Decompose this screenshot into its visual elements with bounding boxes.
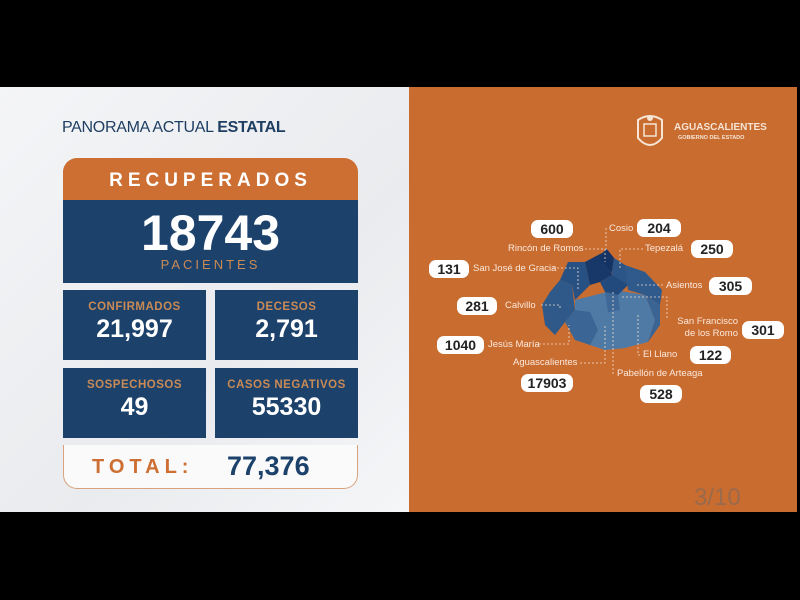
recuperados-card: 18743 PACIENTES [63,200,358,283]
recuperados-unit: PACIENTES [160,257,261,272]
region-san-jose [560,262,590,300]
value-el-llano: 122 [690,346,731,364]
region-cosio [600,248,614,272]
total-value: 77,376 [227,451,310,481]
value-cosio: 204 [637,219,681,237]
confirmados-card: CONFIRMADOS 21,997 [63,290,206,360]
card-value: 2,791 [255,315,318,343]
page-indicator: 3/10 [694,484,741,511]
card-label: SOSPECHOSOS [87,379,182,391]
label-san-francisco: San Francisco de los Romo [677,316,738,339]
negativos-card: CASOS NEGATIVOS 55330 [215,368,358,438]
total-label: TOTAL: [92,456,194,478]
label-pabellon: Pabellón de Arteaga [617,368,703,379]
region-jesus-maria [565,310,598,345]
card-value: 21,997 [96,315,173,343]
region-calvillo [542,280,575,335]
value-san-francisco: 301 [742,321,784,339]
label-el-llano: El Llano [643,349,678,360]
value-asientos: 305 [709,277,752,295]
value-aguascalientes: 17903 [521,374,573,392]
label-aguascalientes: Aguascalientes [513,357,578,368]
page-title: PANORAMA ACTUAL ESTATAL [62,119,286,137]
value-calvillo: 281 [457,297,497,315]
card-value: 49 [120,393,149,421]
government-logo: AGUASCALIENTES GOBIERNO DEL ESTADO [632,112,792,152]
value-rincon-de-romos: 600 [531,220,573,238]
label-cosio: Cosio [609,223,634,234]
logo-sub: GOBIERNO DEL ESTADO [678,135,745,141]
value-pabellon: 528 [640,385,682,403]
card-label: DECESOS [256,301,317,313]
card-value: 55330 [251,393,322,421]
value-tepezala: 250 [691,240,733,258]
title-light: PANORAMA ACTUAL [62,119,218,136]
title-bold: ESTATAL [217,119,286,136]
coat-of-arms-icon [637,115,663,146]
label-calvillo: Calvillo [505,300,536,311]
total-box: TOTAL: 77,376 [63,445,358,489]
recuperados-label: RECUPERADOS [63,158,358,200]
decesos-card: DECESOS 2,791 [215,290,358,360]
region-el-llano [645,295,660,342]
label-jesus-maria: Jesús María [488,339,540,350]
label-tepezala: Tepezalá [645,243,684,254]
region-sfr [605,292,620,312]
card-label: CONFIRMADOS [88,301,181,313]
value-jesus-maria: 1040 [437,336,484,354]
logo-name: AGUASCALIENTES [674,122,767,133]
sospechosos-card: SOSPECHOSOS 49 [63,368,206,438]
region-pabellon [600,275,628,295]
value-san-jose-de-gracia: 131 [429,260,469,278]
leader-lines [539,228,668,374]
recuperados-value: 18743 [140,205,281,261]
label-rincon-de-romos: Rincón de Romos [508,243,584,254]
card-label: CASOS NEGATIVOS [227,379,346,391]
label-asientos: Asientos [666,280,703,291]
region-asientos [625,265,662,305]
label-san-jose-de-gracia: San José de Gracia [473,263,557,274]
